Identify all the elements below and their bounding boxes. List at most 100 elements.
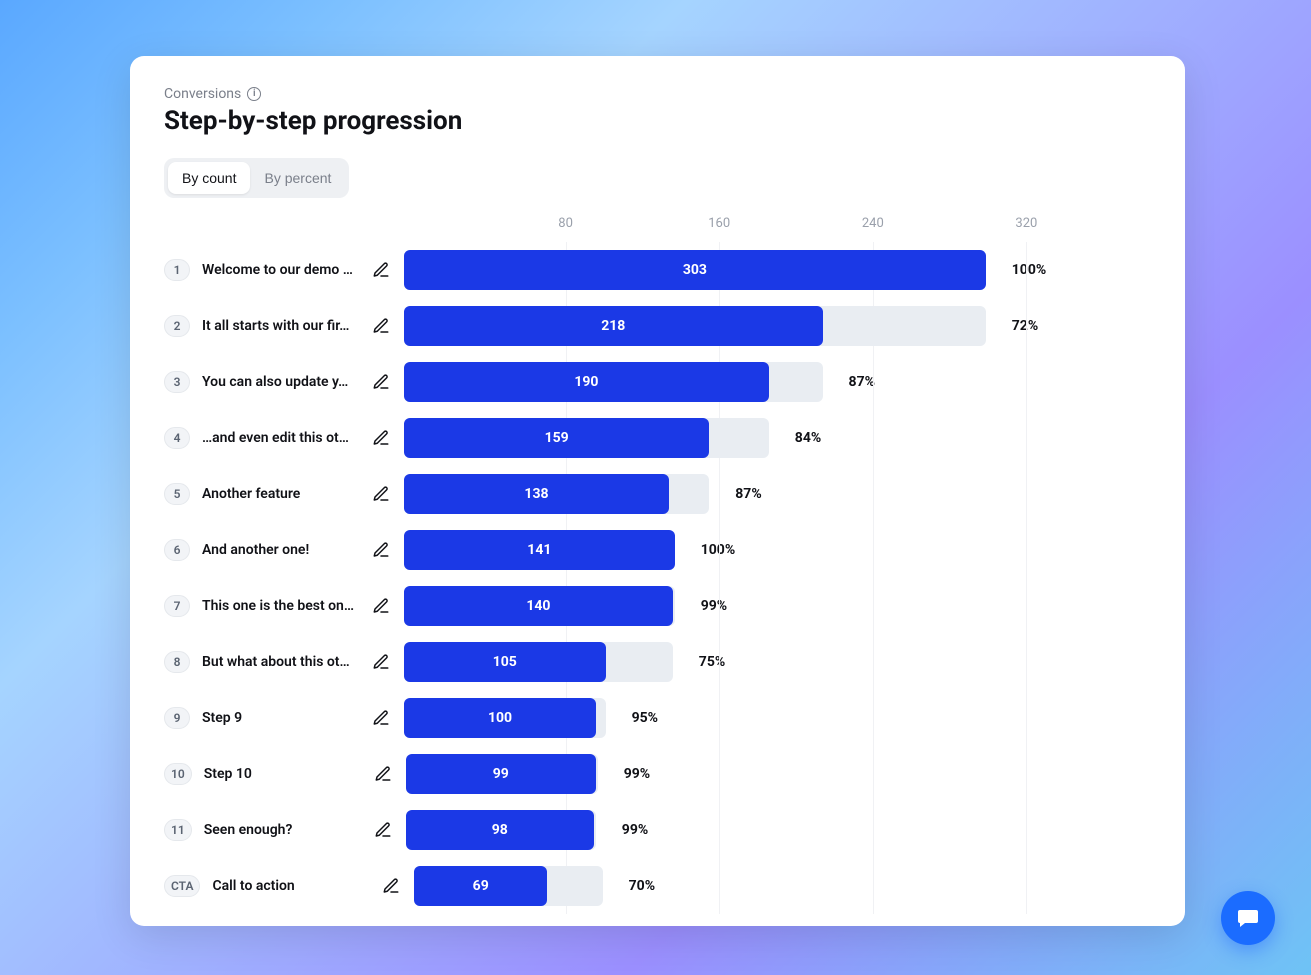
funnel-card: Conversions i Step-by-step progression B…: [130, 56, 1185, 926]
funnel-row: 4 …and even edit this ot… 159 84%: [164, 410, 1151, 466]
step-badge: CTA: [164, 875, 200, 897]
step-badge: 7: [164, 595, 190, 617]
step-label: But what about this ot…: [202, 654, 358, 670]
edit-step-button[interactable]: [372, 819, 394, 841]
bar-fill: 190: [404, 362, 769, 402]
chart: 80160240320 1Welcome to our demo …303100…: [164, 216, 1151, 914]
edit-icon: [372, 373, 390, 391]
eyebrow-text: Conversions: [164, 86, 241, 102]
bar-cell: 159: [404, 418, 769, 458]
toggle-by-percent[interactable]: By percent: [250, 162, 345, 194]
edit-step-button[interactable]: [372, 763, 394, 785]
bar-fill: 99: [406, 754, 596, 794]
funnel-row: 3You can also update y…19087%: [164, 354, 1151, 410]
step-label: Welcome to our demo …: [202, 262, 358, 278]
eyebrow: Conversions i: [164, 86, 1151, 102]
bar-cell: 105: [404, 642, 673, 682]
chat-fab[interactable]: [1221, 891, 1275, 945]
edit-icon: [372, 485, 390, 503]
edit-icon: [372, 709, 390, 727]
bar-cell: 98: [406, 810, 596, 850]
step-label: And another one!: [202, 542, 358, 558]
funnel-row: 11 Seen enough? 98 99%: [164, 802, 1151, 858]
bar-cell: 190: [404, 362, 823, 402]
axis-tick: 320: [1015, 216, 1037, 231]
bar-fill: 138: [404, 474, 669, 514]
funnel-row: 5 Another feature 138 87%: [164, 466, 1151, 522]
axis-tick: 80: [558, 216, 573, 231]
edit-icon: [374, 821, 392, 839]
edit-icon: [374, 765, 392, 783]
edit-step-button[interactable]: [370, 315, 392, 337]
step-badge: 3: [164, 371, 190, 393]
step-badge: 1: [164, 259, 190, 281]
step-badge: 4: [164, 427, 190, 449]
step-percent: 100%: [701, 542, 735, 558]
funnel-row: 9Step 910095%: [164, 690, 1151, 746]
bar-fill: 140: [404, 586, 673, 626]
step-percent: 84%: [795, 430, 821, 446]
bar-fill: 98: [406, 810, 594, 850]
bar-fill: 69: [414, 866, 546, 906]
edit-step-button[interactable]: [370, 427, 392, 449]
edit-step-button[interactable]: [370, 539, 392, 561]
x-axis: 80160240320: [412, 216, 1151, 234]
edit-step-button[interactable]: [370, 707, 392, 729]
funnel-row: 6 And another one! 141 100%: [164, 522, 1151, 578]
step-badge: 9: [164, 707, 190, 729]
edit-step-button[interactable]: [370, 259, 392, 281]
step-percent: 72%: [1012, 318, 1038, 334]
step-label: …and even edit this ot…: [202, 430, 358, 446]
step-percent: 99%: [624, 766, 650, 782]
bar-cell: 303: [404, 250, 986, 290]
step-percent: 70%: [629, 878, 655, 894]
step-percent: 87%: [735, 486, 761, 502]
bar-cell: 140: [404, 586, 675, 626]
step-percent: 75%: [699, 654, 725, 670]
step-label: It all starts with our fir…: [202, 318, 358, 334]
edit-step-button[interactable]: [380, 875, 402, 897]
bar-cell: 69: [414, 866, 602, 906]
step-label: Another feature: [202, 486, 358, 502]
step-badge: 10: [164, 763, 192, 785]
axis-tick: 160: [708, 216, 730, 231]
step-percent: 99%: [622, 822, 648, 838]
edit-icon: [372, 261, 390, 279]
funnel-row: 8But what about this ot…10575%: [164, 634, 1151, 690]
funnel-row: 7This one is the best on…14099%: [164, 578, 1151, 634]
funnel-row: CTA Call to action 69 70%: [164, 858, 1151, 914]
edit-icon: [372, 653, 390, 671]
bar-fill: 159: [404, 418, 709, 458]
chart-rows: 1 Welcome to our demo … 303 100% 2 It all sta…: [164, 242, 1151, 914]
step-badge: 11: [164, 819, 192, 841]
step-badge: 5: [164, 483, 190, 505]
page-title: Step-by-step progression: [164, 106, 1151, 136]
step-badge: 2: [164, 315, 190, 337]
bar-cell: 100: [404, 698, 606, 738]
bar-fill: 105: [404, 642, 606, 682]
view-toggle: By count By percent: [164, 158, 349, 198]
edit-step-button[interactable]: [370, 371, 392, 393]
bar-cell: 138: [404, 474, 709, 514]
bar-cell: 99: [406, 754, 598, 794]
edit-icon: [372, 541, 390, 559]
edit-step-button[interactable]: [370, 651, 392, 673]
step-label: Call to action: [212, 878, 368, 894]
step-percent: 100%: [1012, 262, 1046, 278]
edit-step-button[interactable]: [370, 595, 392, 617]
edit-icon: [382, 877, 400, 895]
step-badge: 6: [164, 539, 190, 561]
bar-fill: 218: [404, 306, 823, 346]
bar-fill: 141: [404, 530, 675, 570]
step-label: This one is the best on…: [202, 598, 358, 614]
edit-icon: [372, 597, 390, 615]
step-label: Seen enough?: [204, 822, 360, 838]
bar-cell: 218: [404, 306, 986, 346]
info-icon[interactable]: i: [247, 87, 261, 101]
step-label: You can also update y…: [202, 374, 358, 390]
edit-icon: [372, 317, 390, 335]
step-percent: 95%: [632, 710, 658, 726]
edit-step-button[interactable]: [370, 483, 392, 505]
bar-cell: 141: [404, 530, 675, 570]
toggle-by-count[interactable]: By count: [168, 162, 250, 194]
